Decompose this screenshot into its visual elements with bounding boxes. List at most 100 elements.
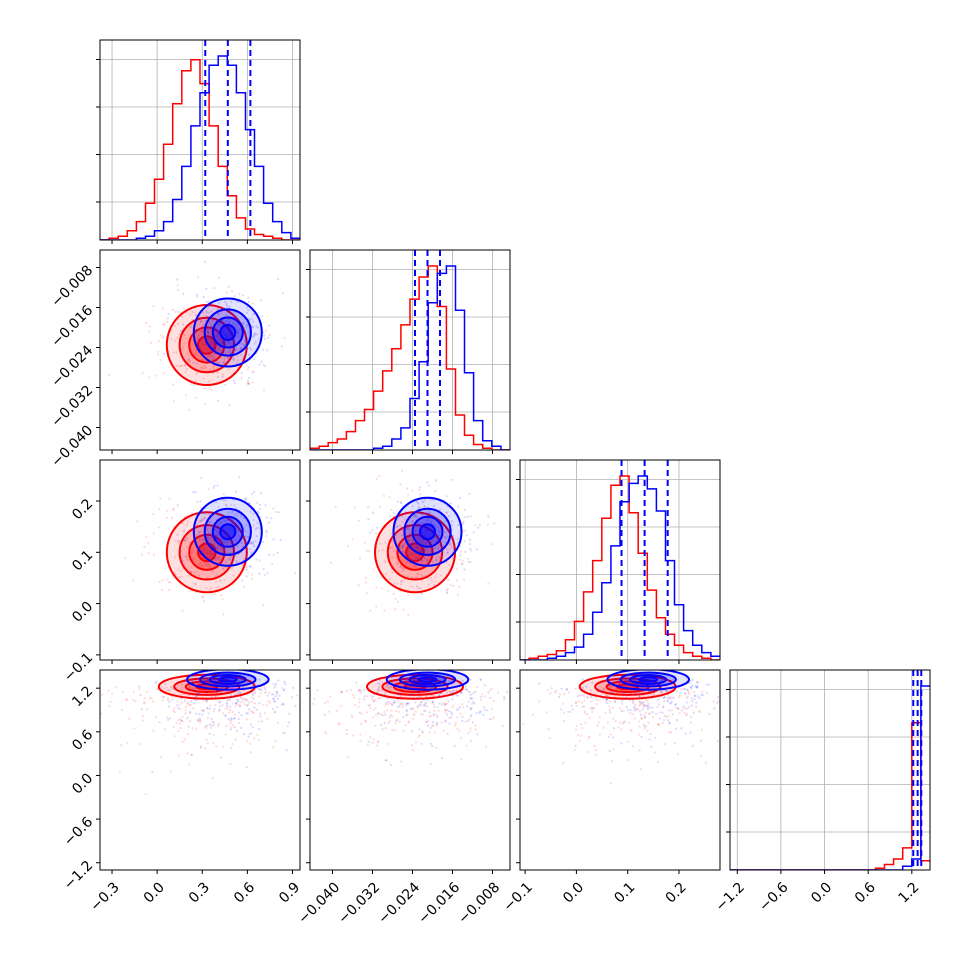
scatter-point: [204, 319, 207, 322]
scatter-point: [236, 544, 239, 548]
scatter-point: [216, 361, 219, 364]
scatter-point: [704, 762, 707, 765]
scatter-point: [415, 556, 418, 559]
scatter-point: [323, 701, 327, 704]
scatter-point: [237, 680, 240, 683]
scatter-point: [234, 490, 237, 493]
scatter-point: [222, 361, 225, 364]
scatter-point: [600, 689, 603, 692]
scatter-point: [239, 691, 242, 695]
scatter-point: [448, 690, 451, 693]
scatter-point: [199, 719, 202, 723]
scatter-point: [459, 736, 462, 739]
scatter-point: [212, 721, 215, 724]
scatter-point: [367, 550, 371, 553]
scatter-point: [396, 525, 399, 529]
scatter-point: [438, 694, 441, 697]
scatter-point: [622, 691, 626, 695]
scatter-point: [391, 715, 394, 718]
scatter-point: [186, 558, 189, 561]
scatter-point: [456, 537, 459, 540]
scatter-point: [215, 501, 218, 504]
scatter-point: [357, 689, 360, 693]
scatter-point: [215, 531, 218, 534]
scatter-point: [274, 740, 277, 743]
scatter-point: [208, 300, 211, 303]
scatter-point: [670, 700, 673, 703]
scatter-point: [420, 573, 423, 576]
scatter-point: [461, 719, 464, 723]
scatter-point: [173, 572, 177, 575]
scatter-point: [470, 697, 473, 700]
scatter-point: [161, 695, 164, 699]
scatter-point: [624, 697, 627, 700]
scatter-point: [271, 693, 274, 696]
scatter-point: [205, 738, 208, 741]
scatter-point: [248, 502, 251, 505]
scatter-point: [210, 717, 213, 721]
scatter-point: [442, 729, 445, 733]
scatter-point: [147, 552, 150, 555]
scatter-point: [351, 538, 354, 541]
scatter-point: [256, 687, 259, 691]
scatter-point: [486, 709, 489, 712]
scatter-point: [503, 698, 506, 701]
scatter-point: [436, 715, 439, 718]
scatter-point: [411, 519, 414, 523]
scatter-point: [640, 735, 643, 739]
scatter-point: [220, 756, 223, 759]
scatter-point: [224, 560, 227, 563]
histogram-series_b: [100, 58, 300, 240]
scatter-point: [161, 579, 164, 582]
scatter-point: [211, 777, 214, 780]
scatter-point: [193, 698, 196, 701]
scatter-point: [421, 730, 424, 734]
scatter-point: [340, 704, 343, 707]
scatter-point: [439, 544, 442, 547]
scatter-point: [215, 534, 218, 537]
scatter-point: [469, 727, 472, 730]
scatter-point: [234, 701, 238, 705]
scatter-point: [215, 555, 218, 558]
scatter-point: [191, 318, 194, 321]
scatter-point: [258, 363, 261, 366]
scatter-point: [267, 336, 270, 339]
histogram-panel-3: [726, 669, 931, 871]
scatter-point: [653, 690, 656, 693]
scatter-point: [465, 744, 468, 747]
scatter-point: [231, 702, 234, 705]
scatter-point: [408, 532, 412, 535]
scatter-point: [216, 484, 219, 487]
scatter-point: [133, 727, 136, 730]
scatter-point: [276, 551, 279, 554]
scatter-point: [392, 592, 395, 595]
x-tick-label: −0.6: [756, 879, 791, 914]
scatter-point: [431, 745, 434, 748]
scatter-point: [230, 567, 233, 570]
scatter-point: [404, 690, 407, 693]
x-tick-label: −0.3: [87, 879, 122, 914]
scatter-point: [444, 711, 447, 714]
scatter-point: [701, 690, 704, 693]
scatter-point: [430, 693, 433, 697]
scatter-point: [253, 342, 256, 345]
scatter-point: [178, 576, 181, 579]
scatter-point: [393, 729, 397, 732]
scatter-point: [618, 721, 622, 724]
scatter-point: [219, 536, 222, 540]
scatter-point: [189, 360, 192, 363]
scatter-point: [191, 586, 194, 589]
scatter-point: [353, 506, 357, 509]
scatter-point: [212, 710, 215, 713]
scatter-point: [460, 562, 463, 565]
scatter-point: [250, 700, 253, 703]
scatter-point: [547, 728, 550, 731]
scatter-point: [131, 699, 135, 702]
scatter-point: [203, 364, 206, 367]
scatter-point: [225, 305, 228, 308]
scatter-point: [217, 525, 220, 528]
scatter-point: [435, 746, 438, 749]
scatter-point: [390, 567, 393, 571]
scatter-point: [155, 716, 158, 719]
scatter-point: [396, 692, 399, 696]
